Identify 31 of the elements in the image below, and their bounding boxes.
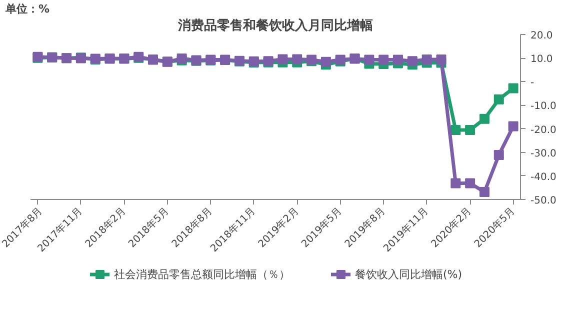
chart-title: 消费品零售和餐饮收入月同比增幅 (177, 18, 373, 34)
point (278, 54, 288, 64)
y-tick-label: -30.0 (530, 148, 556, 160)
y-tick-label: -40.0 (530, 172, 556, 183)
y-tick-label: -20.0 (530, 124, 556, 136)
point (393, 54, 403, 65)
y-tick-label: - (530, 78, 534, 89)
point (407, 56, 418, 66)
point (436, 54, 446, 64)
point (494, 94, 504, 104)
point (450, 124, 461, 135)
point (320, 56, 331, 67)
point (422, 54, 432, 64)
y-tick-label: -50.0 (530, 196, 556, 206)
legend-label: 餐饮收入同比增幅(%) (354, 266, 462, 282)
text: 单位：% (4, 2, 50, 16)
point (465, 124, 476, 135)
y-tick-label: 10.0 (530, 54, 553, 66)
point (378, 54, 389, 65)
point (450, 178, 461, 188)
y-tick-label: -10.0 (530, 101, 556, 112)
point (465, 178, 476, 188)
point (508, 83, 518, 94)
point (292, 54, 302, 64)
point (494, 150, 504, 160)
point (479, 114, 490, 124)
point (364, 54, 374, 65)
point (479, 186, 490, 197)
y-tick-label: 20.0 (530, 30, 553, 42)
point (508, 121, 518, 132)
legend-label: 社会消费品零售总额同比增幅（％） (114, 266, 290, 282)
